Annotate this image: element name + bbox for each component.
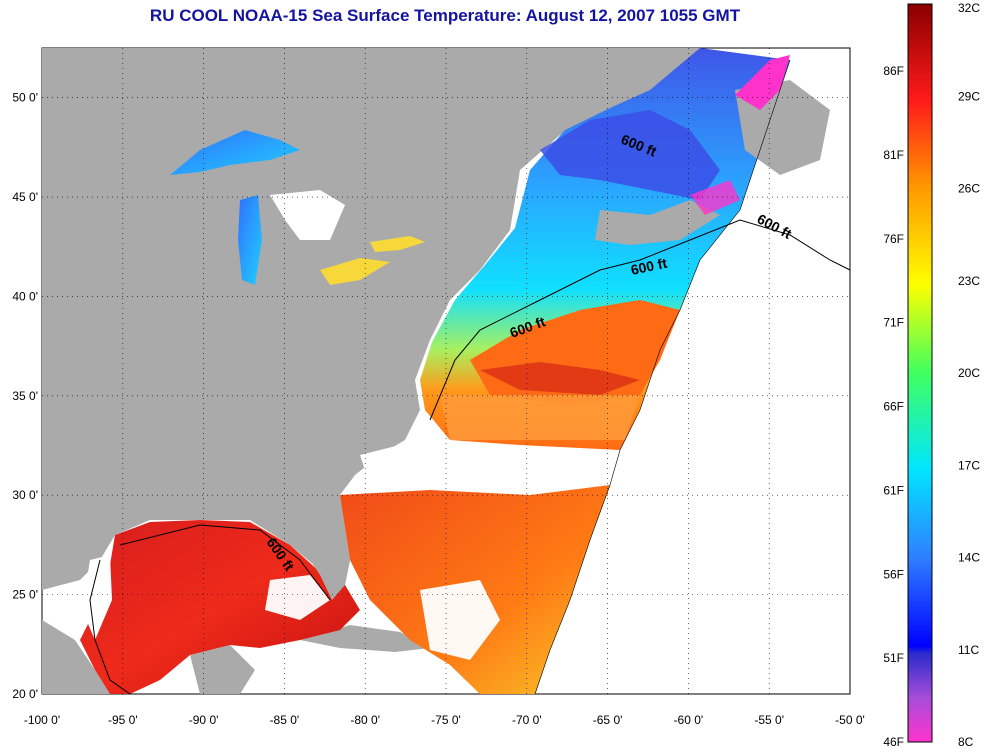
lon-tick-label: -95 0': [108, 713, 138, 727]
lon-tick-label: -55 0': [754, 713, 784, 727]
offshore-mixed: [440, 395, 640, 440]
lon-tick-label: -85 0': [270, 713, 300, 727]
longitude-axis-labels: -100 0' -95 0' -90 0' -85 0' -80 0' -75 0' -70…: [24, 713, 865, 727]
gulf-of-mexico-sst: [80, 520, 360, 694]
colorbar: [907, 3, 933, 743]
colorbar-celsius-tick: 20C: [958, 366, 980, 380]
colorbar-celsius-tick: 26C: [958, 182, 980, 196]
isobath-600ft-gulf: [119, 524, 331, 601]
lat-tick-label: 25 0': [12, 588, 38, 602]
magenta-patch-1: [735, 55, 790, 110]
colorbar-fahrenheit-tick: 51F: [883, 651, 904, 665]
colorbar-fahrenheit-labels: 86F 81F 76F 71F 66F 61F 56F 51F 46F: [883, 64, 904, 749]
yucatan-land: [190, 645, 255, 694]
lat-tick-label: 35 0': [12, 389, 38, 403]
lake-erie: [320, 258, 390, 285]
swath-edge: [534, 59, 791, 695]
lat-tick-label: 45 0': [12, 190, 38, 204]
lake-superior: [170, 130, 300, 175]
colorbar-fahrenheit-tick: 76F: [883, 232, 904, 246]
lat-tick-label: 40 0': [12, 289, 38, 303]
lat-tick-label: 30 0': [12, 488, 38, 502]
lake-michigan: [238, 195, 262, 285]
lon-tick-label: -100 0': [24, 713, 60, 727]
lake-huron: [270, 190, 345, 240]
map-title: RU COOL NOAA-15 Sea Surface Temperature:…: [149, 6, 741, 25]
lake-ontario: [370, 236, 425, 252]
isobath-600ft: [429, 219, 851, 421]
latitude-axis-labels: 50 0' 45 0' 40 0' 35 0' 30 0' 25 0' 20 0': [12, 91, 38, 701]
colorbar-celsius-tick: 8C: [958, 735, 974, 749]
isobath-600ft-gulf-west: [89, 559, 131, 695]
magenta-patch-2: [690, 180, 740, 215]
lon-tick-label: -80 0': [350, 713, 380, 727]
st-lawrence-cold: [540, 110, 720, 200]
colorbar-fahrenheit-tick: 86F: [883, 64, 904, 78]
colorbar-celsius-tick: 14C: [958, 551, 980, 565]
colorbar-fahrenheit-tick: 56F: [883, 567, 904, 581]
colorbar-celsius-tick: 29C: [958, 89, 980, 103]
colorbar-fahrenheit-tick: 66F: [883, 400, 904, 414]
lon-tick-label: -70 0': [512, 713, 542, 727]
lon-tick-label: -60 0': [674, 713, 704, 727]
lon-tick-label: -50 0': [835, 713, 865, 727]
colorbar-celsius-labels: 32C 29C 26C 23C 20C 17C 14C 11C 8C: [958, 1, 980, 749]
gulf-stream-core: [480, 362, 640, 395]
colorbar-celsius-tick: 17C: [958, 458, 980, 472]
colorbar-fahrenheit-tick: 71F: [883, 316, 904, 330]
lon-tick-label: -65 0': [593, 713, 623, 727]
north-america-land: [42, 48, 700, 590]
cloud-patch-gulf: [265, 575, 330, 620]
florida-land: [300, 530, 350, 600]
colorbar-celsius-tick: 23C: [958, 274, 980, 288]
lat-tick-label: 20 0': [12, 687, 38, 701]
colorbar-fahrenheit-tick: 61F: [883, 483, 904, 497]
contour-label-3: 600 ft: [629, 255, 668, 278]
colorbar-fahrenheit-tick: 81F: [883, 148, 904, 162]
lon-tick-label: -90 0': [189, 713, 219, 727]
colorbar-fahrenheit-tick: 46F: [883, 735, 904, 749]
nova-scotia-land: [595, 200, 720, 245]
cloud-region-carolinas: [360, 440, 620, 500]
colorbar-celsius-tick: 32C: [958, 1, 980, 15]
cloud-patch-bahamas: [420, 580, 500, 660]
lon-tick-label: -75 0': [431, 713, 461, 727]
lat-tick-label: 50 0': [12, 91, 38, 105]
mexico-land: [42, 620, 110, 694]
cloud-patch-west-gulf: [82, 555, 112, 640]
colorbar-celsius-tick: 11C: [958, 643, 979, 657]
